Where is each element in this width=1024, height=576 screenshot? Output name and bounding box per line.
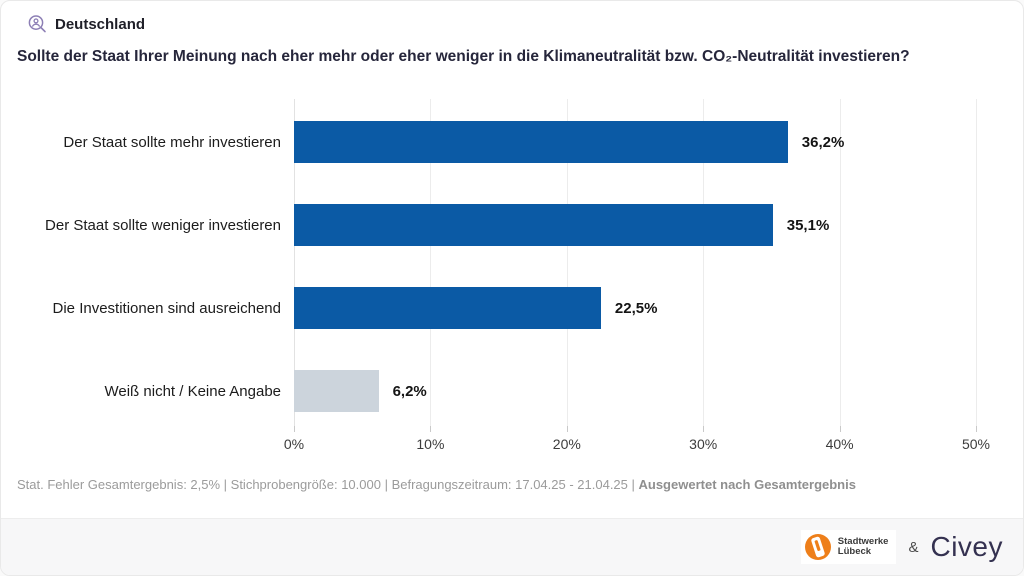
region-search-person-icon — [27, 14, 47, 34]
x-axis-tick-label: 20% — [552, 436, 581, 452]
axis-tick — [703, 426, 705, 432]
bar-value-label: 35,1% — [786, 216, 830, 234]
branding-strip: Stadtwerke Lübeck & Civey — [1, 518, 1023, 575]
axis-tick — [430, 426, 432, 432]
axis-tick — [294, 426, 295, 432]
region-header: Deutschland — [27, 14, 145, 34]
gridline — [839, 99, 841, 426]
x-axis-tick-label: 30% — [689, 436, 718, 452]
ampersand-text: & — [908, 538, 919, 556]
axis-tick — [566, 426, 568, 432]
stadtwerke-line1: Stadtwerke — [837, 535, 889, 547]
region-label: Deutschland — [55, 15, 146, 33]
bar-category-label: Der Staat sollte weniger investieren — [45, 216, 281, 234]
bar-row: 35,1% — [294, 204, 976, 246]
axis-tick — [839, 426, 841, 432]
gridline — [430, 99, 432, 426]
survey-meta-line: Stat. Fehler Gesamtergebnis: 2,5% | Stic… — [17, 477, 1007, 492]
stadtwerke-luebeck-wordmark: Stadtwerke Lübeck — [837, 535, 889, 558]
bar-value-label: 36,2% — [801, 133, 845, 151]
bar-row: 6,2% — [294, 370, 976, 412]
bar-weiss-nicht — [294, 370, 379, 412]
gridline — [976, 99, 977, 426]
weighting-note: Ausgewertet nach Gesamtergebnis — [638, 477, 856, 492]
plot-area: 36,2% 35,1% 22,5% 6,2% 0% 10% 20% 30% 40… — [284, 99, 990, 452]
bar-row: 36,2% — [294, 121, 976, 163]
stadtwerke-luebeck-logo: Stadtwerke Lübeck — [800, 530, 897, 564]
axis-tick — [976, 426, 977, 432]
x-axis-tick-label: 50% — [961, 436, 991, 452]
bar-row: 22,5% — [294, 287, 976, 329]
bar-value-label: 22,5% — [614, 299, 658, 317]
bar-category-label: Der Staat sollte mehr investieren — [63, 133, 281, 151]
civey-logo-wordmark: Civey — [930, 531, 1003, 562]
bar-category-label: Die Investitionen sind ausreichend — [52, 299, 281, 317]
bar-category-label: Weiß nicht / Keine Angabe — [104, 382, 282, 400]
x-axis-tick-label: 0% — [283, 436, 305, 452]
gridline — [703, 99, 705, 426]
bar-mehr-investieren — [294, 121, 788, 163]
stadtwerke-line2: Lübeck — [837, 546, 872, 557]
stadtwerke-luebeck-logo-icon — [804, 533, 832, 561]
bar-investitionen-ausreichend — [294, 287, 601, 329]
bar-weniger-investieren — [294, 204, 773, 246]
gridline — [566, 99, 568, 426]
x-axis-tick-label: 40% — [825, 436, 854, 452]
bar-value-label: 6,2% — [392, 382, 427, 400]
x-axis-tick-label: 10% — [416, 436, 445, 452]
survey-question-title: Sollte der Staat Ihrer Meinung nach eher… — [17, 48, 910, 65]
gridline — [294, 99, 295, 426]
survey-stats-text: Stat. Fehler Gesamtergebnis: 2,5% | Stic… — [17, 477, 639, 492]
